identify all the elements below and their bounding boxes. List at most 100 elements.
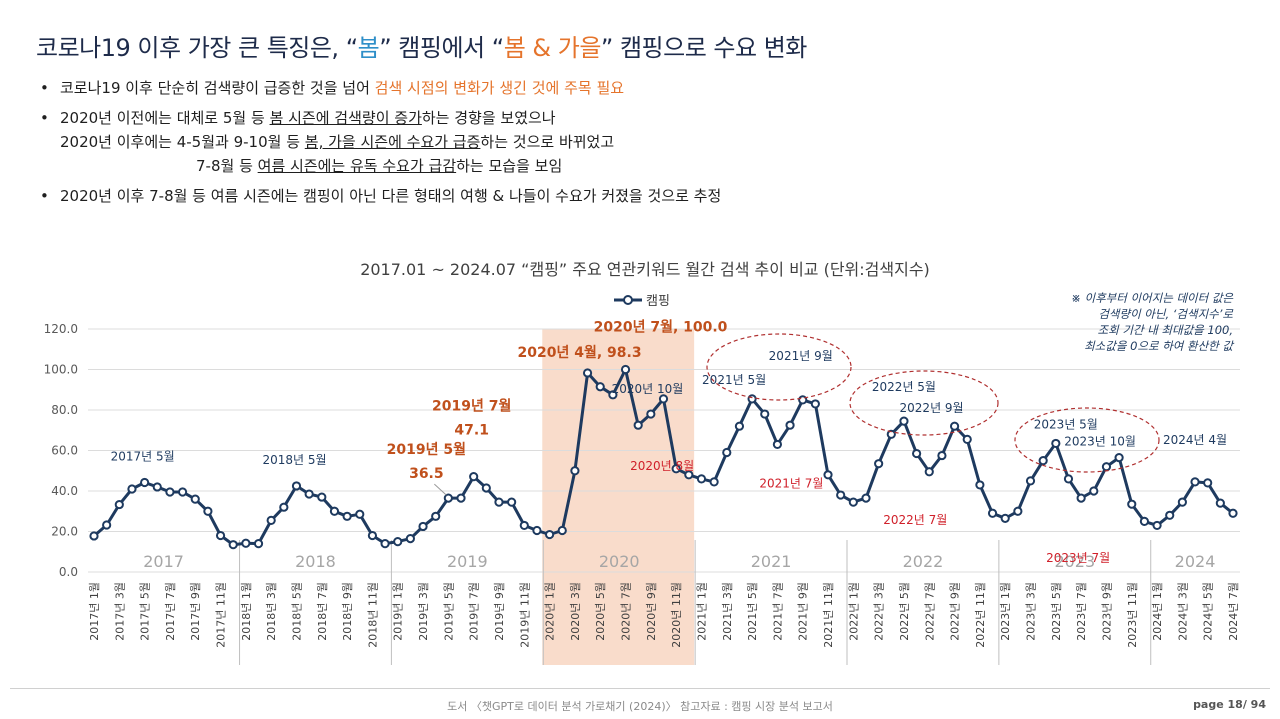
note-line: ※ 이후부터 이어지는 데이터 값은 <box>1071 291 1234 305</box>
data-annotation: 2020년 7월, 100.0 <box>594 319 728 336</box>
x-tick-label: 2018년 5월 <box>290 582 303 641</box>
data-annotation: 47.1 <box>454 423 489 439</box>
data-point <box>291 481 302 491</box>
legend-marker <box>623 295 633 305</box>
x-tick-label: 2018년 3월 <box>265 582 278 641</box>
x-tick-label: 2024년 7월 <box>1227 582 1240 641</box>
annotation-leader <box>434 483 447 496</box>
data-point <box>1127 499 1137 509</box>
page-title: 코로나19 이후 가장 큰 특징은, “봄” 캠핑에서 “봄 & 가을” 캠핑으… <box>36 34 807 62</box>
x-tick-label: 2018년 1월 <box>240 582 253 641</box>
data-point <box>949 421 960 431</box>
data-point <box>582 368 593 378</box>
x-tick-label: 2017년 9월 <box>189 582 202 641</box>
data-point <box>443 493 453 503</box>
x-tick-label: 2019년 5월 <box>442 582 455 641</box>
data-point <box>127 484 137 494</box>
x-tick-label: 2021년 3월 <box>721 582 734 641</box>
data-annotation: 2021년 7월 <box>759 476 823 490</box>
data-point <box>1152 520 1162 531</box>
data-point <box>431 511 441 521</box>
x-tick-label: 2022년 11월 <box>974 582 987 648</box>
note-line: 조회 기간 내 최대값을 100, <box>1098 323 1233 337</box>
data-point <box>595 382 605 392</box>
data-point <box>620 364 631 375</box>
x-tick-label: 2022년 3월 <box>873 582 886 641</box>
y-tick-label: 20.0 <box>51 525 78 539</box>
y-tick-label: 80.0 <box>51 403 78 417</box>
data-point <box>823 470 833 480</box>
data-point <box>734 421 745 431</box>
x-tick-label: 2019년 11월 <box>518 582 531 648</box>
x-tick-label: 2019년 9월 <box>493 582 506 641</box>
year-label: 2024 <box>1175 552 1216 571</box>
data-point <box>114 499 124 510</box>
x-tick-label: 2020년 5월 <box>594 582 607 641</box>
data-annotation: 2021년 5월 <box>702 373 766 387</box>
data-point <box>1089 486 1099 496</box>
title-spring: 봄 <box>357 34 380 62</box>
data-annotation: 2020년 10월 <box>612 382 684 396</box>
y-tick-label: 60.0 <box>51 444 78 458</box>
x-tick-label: 2017년 11월 <box>215 582 228 648</box>
x-tick-label: 2021년 7월 <box>771 582 784 641</box>
data-annotation: 2020년 4월, 98.3 <box>518 344 642 361</box>
data-point <box>608 390 618 400</box>
x-tick-label: 2022년 1월 <box>847 582 860 641</box>
x-tick-label: 2022년 7월 <box>923 582 936 641</box>
x-tick-label: 2017년 7월 <box>164 582 177 641</box>
data-point <box>140 477 150 488</box>
bullet-2: 2020년 이전에는 대체로 5월 등 봄 시즌에 검색량이 증가하는 경향을 … <box>38 106 721 178</box>
data-annotation: 2022년 7월 <box>883 513 947 527</box>
data-point <box>494 497 504 507</box>
data-point <box>469 472 479 482</box>
data-annotation: 2020년 8월 <box>630 459 694 473</box>
data-point <box>1038 456 1048 466</box>
data-point <box>570 466 580 476</box>
x-tick-label: 2021년 1월 <box>695 582 708 641</box>
data-point <box>165 487 175 497</box>
data-point <box>279 502 289 512</box>
y-tick-label: 120.0 <box>44 322 78 336</box>
data-point <box>1139 516 1150 526</box>
footer-divider <box>10 688 1270 689</box>
bullet-3: 2020년 이후 7-8월 등 여름 시즌에는 캠핑이 아닌 다른 형태의 여행… <box>38 184 721 208</box>
x-tick-label: 2021년 9월 <box>797 582 810 641</box>
data-point <box>177 487 188 497</box>
data-point <box>1177 497 1187 507</box>
data-point <box>355 509 365 519</box>
x-tick-label: 2024년 5월 <box>1202 582 1215 641</box>
x-tick-label: 2023년 7월 <box>1075 582 1088 641</box>
year-label: 2023 <box>1054 552 1095 571</box>
data-point <box>987 508 998 518</box>
x-tick-label: 2019년 7월 <box>468 582 481 641</box>
data-annotation: 2022년 5월 <box>872 380 936 394</box>
data-point <box>760 409 770 419</box>
y-tick-label: 0.0 <box>59 565 78 579</box>
data-point <box>722 447 732 458</box>
data-point <box>557 525 567 536</box>
data-annotation: 2023년 5월 <box>1034 417 1098 431</box>
data-point <box>241 538 251 548</box>
x-tick-label: 2020년 3월 <box>569 582 582 641</box>
data-point <box>367 530 378 541</box>
data-annotation: 2019년 5월 <box>387 441 466 458</box>
data-point <box>519 520 529 531</box>
data-point <box>190 494 200 504</box>
data-point <box>696 474 707 484</box>
x-tick-label: 2017년 3월 <box>113 582 126 641</box>
data-point <box>1114 452 1124 463</box>
data-point <box>507 497 517 507</box>
data-point <box>810 399 820 409</box>
year-label: 2019 <box>447 552 488 571</box>
data-annotation: 2022년 9월 <box>900 401 964 415</box>
highlight-ellipse <box>1014 407 1160 473</box>
data-point <box>1076 493 1086 503</box>
data-point <box>646 409 656 419</box>
year-label: 2020 <box>599 552 640 571</box>
x-tick-label: 2023년 11월 <box>1126 582 1139 648</box>
x-tick-label: 2018년 7월 <box>316 582 329 641</box>
data-point <box>836 490 846 500</box>
data-annotation: 2019년 7월 <box>432 398 511 415</box>
year-label: 2022 <box>903 552 944 571</box>
